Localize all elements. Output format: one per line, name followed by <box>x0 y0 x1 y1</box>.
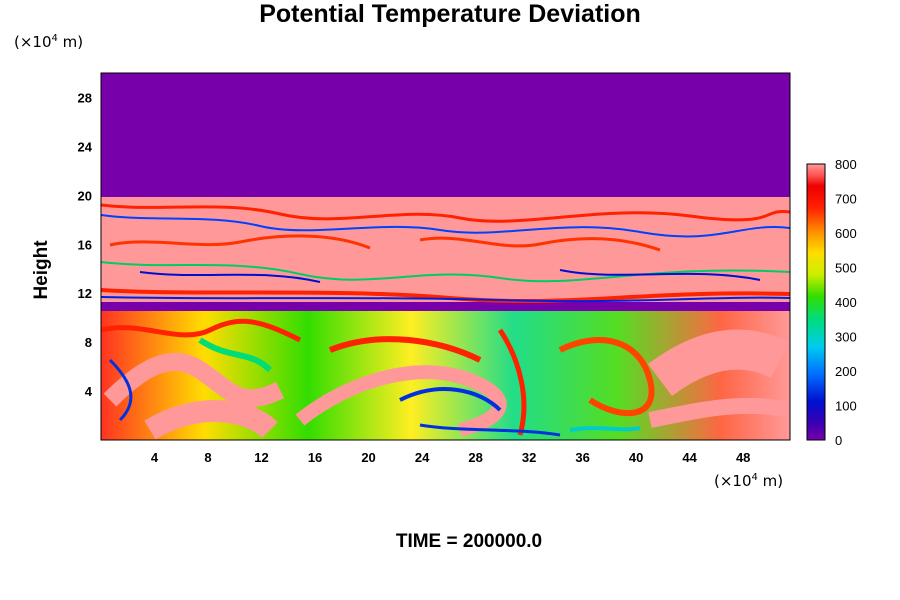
y-tick-label: 28 <box>78 90 92 105</box>
colorbar-tick-label: 800 <box>835 157 857 172</box>
x-unit-prefix: (×10 <box>714 472 752 490</box>
middle-structures <box>101 203 790 304</box>
x-tick-label: 12 <box>254 450 268 465</box>
x-tick-label: 36 <box>575 450 589 465</box>
y-tick-label: 24 <box>78 139 93 154</box>
colorbar-tick-label: 600 <box>835 226 857 241</box>
layer-middle <box>101 197 790 304</box>
time-label: TIME = 200000.0 <box>395 531 543 552</box>
x-tick-label: 44 <box>682 450 697 465</box>
colorbar-tick-label: 500 <box>835 261 857 276</box>
y-tick-label: 4 <box>85 384 93 399</box>
x-tick-label: 16 <box>308 450 322 465</box>
x-ticks: 4 8 12 16 20 24 28 32 36 40 44 48 <box>151 450 751 465</box>
layer-upper <box>101 73 790 198</box>
colorbar-tick-label: 0 <box>835 433 842 448</box>
y-tick-label: 20 <box>78 188 92 203</box>
lower-structures <box>101 318 790 440</box>
chart-title: Potential Temperature Deviation <box>259 0 641 28</box>
layer-boundary <box>101 302 790 312</box>
y-tick-label: 8 <box>85 335 92 350</box>
colorbar-tick-label: 300 <box>835 330 857 345</box>
x-tick-label: 8 <box>204 450 211 465</box>
y-axis-unit: (×104 m) <box>14 33 83 51</box>
x-unit-exponent: 4 <box>751 472 758 483</box>
x-axis-unit: (×104 m) <box>714 472 783 490</box>
colorbar-tick-label: 400 <box>835 295 857 310</box>
x-tick-label: 48 <box>736 450 750 465</box>
x-tick-label: 28 <box>468 450 482 465</box>
colorbar-tick-label: 700 <box>835 192 857 207</box>
y-unit-suffix: m) <box>57 33 84 51</box>
x-tick-label: 4 <box>151 450 159 465</box>
x-unit-suffix: m) <box>757 472 784 490</box>
x-tick-label: 32 <box>522 450 536 465</box>
colorbar <box>806 163 826 441</box>
x-tick-label: 40 <box>629 450 643 465</box>
colorbar-ticks: 0 100 200 300 400 500 600 700 800 <box>835 157 857 448</box>
plot-area <box>101 73 790 440</box>
y-ticks: 4 8 12 16 20 24 28 <box>78 90 93 399</box>
plot-frame <box>100 72 791 441</box>
y-unit-exponent: 4 <box>51 33 58 44</box>
y-tick-label: 16 <box>78 237 92 252</box>
y-unit-prefix: (×10 <box>14 33 52 51</box>
colorbar-tick-label: 100 <box>835 399 857 414</box>
y-tick-label: 12 <box>78 286 92 301</box>
x-tick-label: 20 <box>361 450 375 465</box>
x-tick-label: 24 <box>415 450 430 465</box>
colorbar-tick-label: 200 <box>835 364 857 379</box>
